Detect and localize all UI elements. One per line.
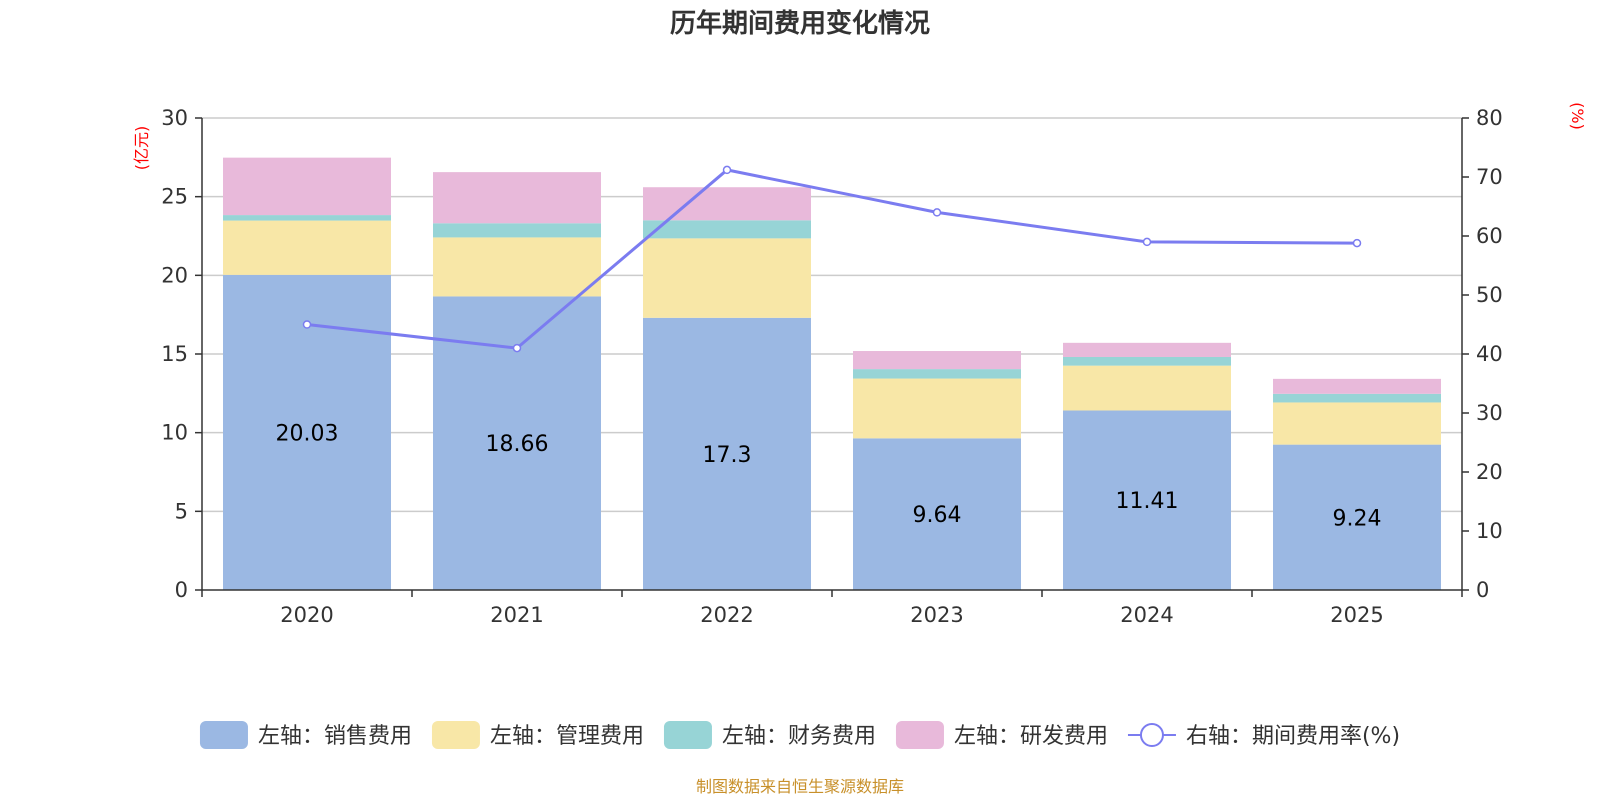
left-tick-label: 25 bbox=[161, 185, 188, 209]
bar-segment bbox=[223, 220, 391, 275]
line-point bbox=[302, 320, 312, 329]
bar-segment bbox=[1063, 342, 1231, 357]
bar-labels: 20.03 18.66 17.3 9.64 11.41 9.24 bbox=[276, 421, 1382, 531]
bar-segment bbox=[643, 220, 811, 239]
expense-rate-line bbox=[302, 165, 1362, 353]
bar-segment bbox=[1273, 378, 1441, 394]
legend-label: 左轴：管理费用 bbox=[490, 724, 644, 749]
bar-segment bbox=[643, 238, 811, 318]
bar-value-label: 9.24 bbox=[1333, 506, 1382, 531]
legend-line-marker bbox=[1139, 723, 1164, 747]
bar-segment bbox=[853, 369, 1021, 379]
bar-segment bbox=[433, 172, 601, 224]
right-axis-unit: (%) bbox=[1568, 102, 1587, 130]
bar-segment bbox=[223, 157, 391, 216]
line-point bbox=[722, 165, 732, 175]
x-tick-label: 2021 bbox=[490, 603, 543, 627]
bar-segment bbox=[1063, 410, 1231, 590]
bar-value-label: 17.3 bbox=[703, 443, 752, 468]
bar-segment bbox=[853, 351, 1021, 370]
left-tick-label: 0 bbox=[175, 578, 188, 602]
bar-segment bbox=[1273, 444, 1441, 590]
bar-segment bbox=[223, 215, 391, 221]
bar-segment bbox=[433, 237, 601, 297]
line-point bbox=[512, 343, 522, 353]
bar-segment bbox=[1273, 393, 1441, 403]
line-point bbox=[1352, 238, 1362, 248]
x-tick-label: 2024 bbox=[1120, 603, 1173, 627]
legend-swatch bbox=[895, 721, 944, 749]
right-tick-label: 70 bbox=[1476, 165, 1503, 189]
legend-label: 右轴：期间费用率(%) bbox=[1186, 724, 1400, 749]
x-tick-label: 2020 bbox=[280, 603, 333, 627]
legend-swatch bbox=[199, 721, 248, 749]
line-point bbox=[1142, 237, 1152, 247]
left-tick-label: 15 bbox=[161, 342, 188, 366]
legend-label: 左轴：财务费用 bbox=[722, 724, 876, 749]
x-tick-label: 2023 bbox=[910, 603, 963, 627]
right-tick-label: 10 bbox=[1476, 519, 1503, 543]
bar-value-label: 20.03 bbox=[276, 421, 339, 446]
source-note: 制图数据来自恒生聚源数据库 bbox=[696, 777, 904, 796]
bars bbox=[223, 157, 1441, 590]
right-tick-label: 40 bbox=[1476, 342, 1503, 366]
bar-value-label: 9.64 bbox=[913, 503, 962, 528]
right-tick-label: 80 bbox=[1476, 106, 1503, 130]
right-tick-label: 60 bbox=[1476, 224, 1503, 248]
legend: 左轴：销售费用 左轴：管理费用 左轴：财务费用 左轴：研发费用 右轴：期间费用率(%) bbox=[199, 721, 1400, 749]
bar-segment bbox=[1063, 365, 1231, 411]
bar-segment bbox=[1273, 402, 1441, 445]
chart-title: 历年期间费用变化情况 bbox=[670, 8, 930, 39]
bar-segment bbox=[853, 438, 1021, 590]
right-tick-label: 20 bbox=[1476, 460, 1503, 484]
x-tick-label: 2022 bbox=[700, 603, 753, 627]
legend-swatch bbox=[431, 721, 480, 749]
bar-segment bbox=[643, 317, 811, 590]
bar-value-label: 18.66 bbox=[486, 432, 549, 457]
grid bbox=[202, 117, 1462, 513]
line-point bbox=[932, 208, 942, 217]
bar-value-label: 11.41 bbox=[1116, 489, 1179, 514]
bar-segment bbox=[853, 378, 1021, 439]
legend-label: 左轴：研发费用 bbox=[954, 724, 1108, 749]
left-tick-label: 5 bbox=[175, 499, 188, 523]
legend-swatch bbox=[663, 721, 712, 749]
right-tick-label: 0 bbox=[1476, 578, 1489, 602]
bar-segment bbox=[643, 187, 811, 221]
line-path bbox=[306, 168, 1358, 350]
left-tick-label: 30 bbox=[161, 106, 188, 130]
left-tick-label: 20 bbox=[161, 263, 188, 287]
left-axis-unit: (亿元) bbox=[132, 126, 151, 171]
bar-segment bbox=[433, 223, 601, 238]
right-tick-label: 50 bbox=[1476, 283, 1503, 307]
right-tick-label: 30 bbox=[1476, 401, 1503, 425]
left-tick-label: 10 bbox=[161, 421, 188, 445]
legend-label: 左轴：销售费用 bbox=[258, 724, 412, 749]
x-tick-label: 2025 bbox=[1330, 603, 1383, 627]
bar-segment bbox=[1063, 356, 1231, 366]
